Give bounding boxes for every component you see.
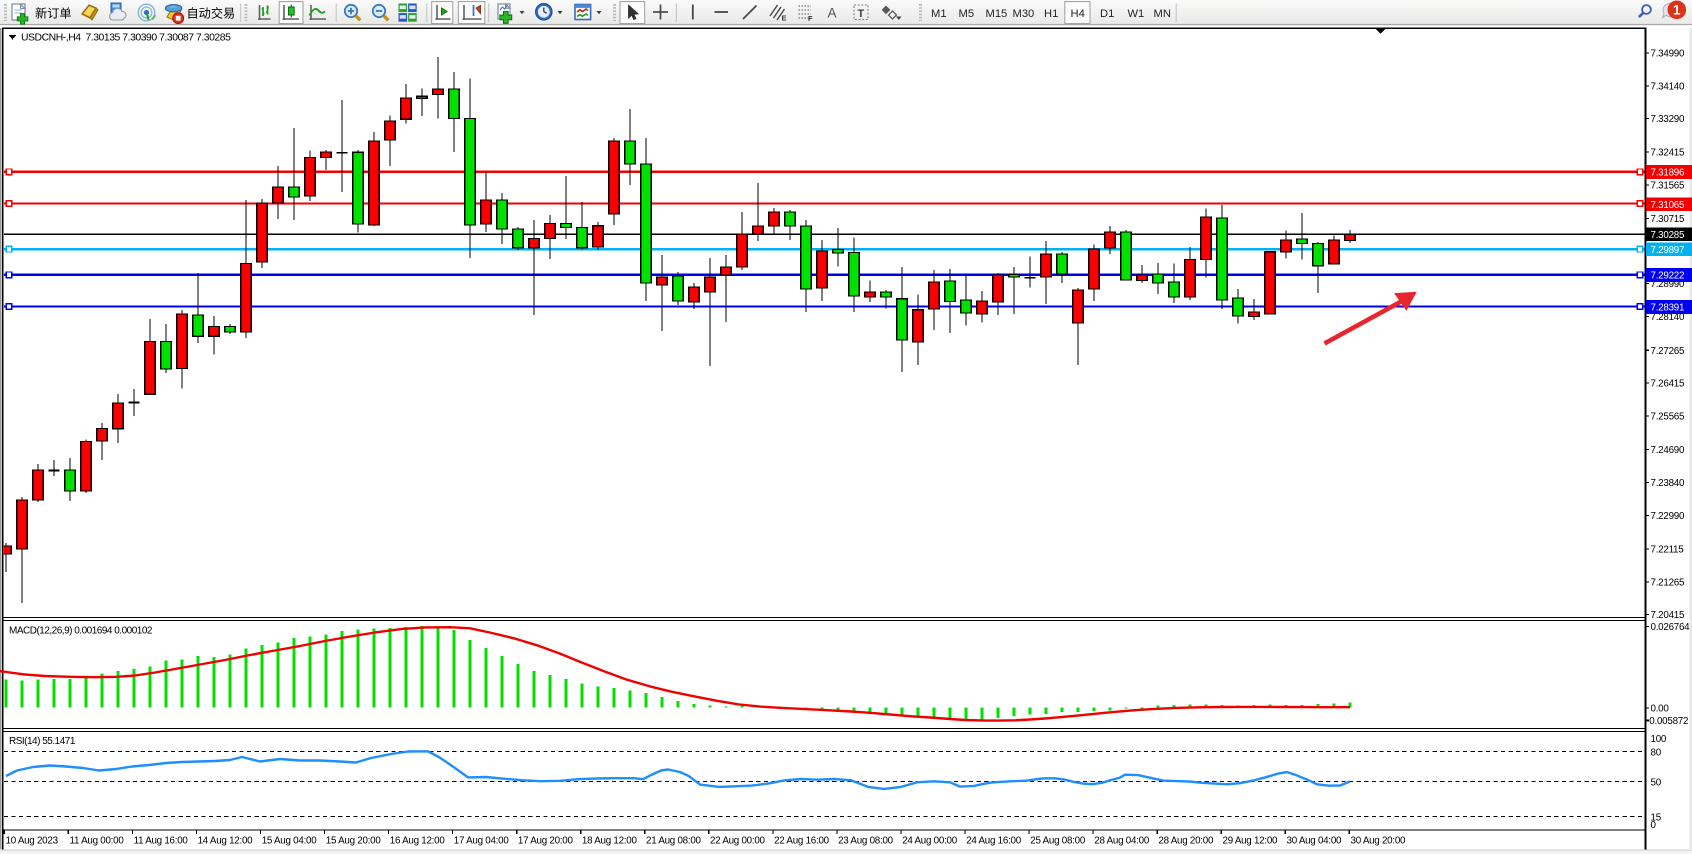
svg-text:新订单: 新订单 bbox=[35, 5, 72, 20]
svg-text:10 Aug 2023: 10 Aug 2023 bbox=[6, 836, 59, 847]
svg-text:100: 100 bbox=[1651, 734, 1667, 745]
svg-text:7.22115: 7.22115 bbox=[1651, 545, 1685, 556]
svg-text:USDCNH-,H4 7.30135 7.30390 7.: USDCNH-,H4 7.30135 7.30390 7.30087 7.302… bbox=[21, 33, 231, 44]
svg-text:28 Aug 20:00: 28 Aug 20:00 bbox=[1158, 836, 1214, 847]
svg-text:MN: MN bbox=[1154, 8, 1171, 20]
svg-text:0.00: 0.00 bbox=[1651, 704, 1670, 715]
svg-text:7.21265: 7.21265 bbox=[1651, 578, 1685, 589]
svg-text:7.27265: 7.27265 bbox=[1651, 346, 1685, 357]
svg-text:7.26415: 7.26415 bbox=[1651, 379, 1685, 390]
svg-text:W1: W1 bbox=[1128, 8, 1145, 20]
svg-text:7.30285: 7.30285 bbox=[1651, 230, 1685, 241]
svg-text:M1: M1 bbox=[931, 8, 947, 20]
svg-text:7.34140: 7.34140 bbox=[1651, 81, 1685, 92]
svg-text:7.28990: 7.28990 bbox=[1651, 279, 1685, 290]
svg-text:16 Aug 12:00: 16 Aug 12:00 bbox=[390, 836, 446, 847]
svg-text:22 Aug 00:00: 22 Aug 00:00 bbox=[710, 836, 766, 847]
svg-text:22 Aug 16:00: 22 Aug 16:00 bbox=[774, 836, 830, 847]
svg-text:0.026764: 0.026764 bbox=[1651, 622, 1691, 633]
svg-text:7.28140: 7.28140 bbox=[1651, 312, 1685, 323]
svg-text:D1: D1 bbox=[1100, 8, 1114, 20]
svg-text:1: 1 bbox=[1673, 2, 1681, 17]
svg-text:7.25565: 7.25565 bbox=[1651, 412, 1685, 423]
svg-text:15 Aug 20:00: 15 Aug 20:00 bbox=[326, 836, 382, 847]
svg-text:7.22990: 7.22990 bbox=[1651, 511, 1685, 522]
svg-text:24 Aug 00:00: 24 Aug 00:00 bbox=[902, 836, 958, 847]
svg-text:MACD(12,26,9) 0.001694 0.00010: MACD(12,26,9) 0.001694 0.000102 bbox=[9, 626, 153, 637]
svg-text:H1: H1 bbox=[1044, 8, 1058, 20]
svg-text:M5: M5 bbox=[959, 8, 975, 20]
svg-text:7.33290: 7.33290 bbox=[1651, 114, 1685, 125]
svg-text:80: 80 bbox=[1651, 747, 1662, 758]
svg-text:A: A bbox=[828, 6, 837, 21]
svg-text:0: 0 bbox=[1651, 820, 1657, 831]
svg-text:7.31565: 7.31565 bbox=[1651, 181, 1685, 192]
svg-text:24 Aug 16:00: 24 Aug 16:00 bbox=[966, 836, 1022, 847]
svg-text:17 Aug 20:00: 17 Aug 20:00 bbox=[518, 836, 574, 847]
svg-text:14 Aug 12:00: 14 Aug 12:00 bbox=[198, 836, 254, 847]
svg-text:7.29222: 7.29222 bbox=[1651, 271, 1685, 282]
svg-text:25 Aug 08:00: 25 Aug 08:00 bbox=[1030, 836, 1086, 847]
svg-text:50: 50 bbox=[1651, 777, 1662, 788]
svg-text:21 Aug 08:00: 21 Aug 08:00 bbox=[646, 836, 702, 847]
svg-text:23 Aug 08:00: 23 Aug 08:00 bbox=[838, 836, 894, 847]
svg-text:7.30715: 7.30715 bbox=[1651, 214, 1685, 225]
svg-text:30 Aug 20:00: 30 Aug 20:00 bbox=[1351, 836, 1407, 847]
svg-text:15 Aug 04:00: 15 Aug 04:00 bbox=[262, 836, 318, 847]
svg-text:M30: M30 bbox=[1013, 8, 1035, 20]
svg-text:7.31896: 7.31896 bbox=[1651, 168, 1685, 179]
svg-text:F: F bbox=[808, 14, 813, 23]
svg-text:7.28391: 7.28391 bbox=[1651, 303, 1685, 314]
svg-text:7.24690: 7.24690 bbox=[1651, 445, 1685, 456]
svg-text:自动交易: 自动交易 bbox=[187, 5, 236, 20]
svg-text:E: E bbox=[782, 14, 787, 23]
svg-text:18 Aug 12:00: 18 Aug 12:00 bbox=[582, 836, 638, 847]
svg-text:-0.005872: -0.005872 bbox=[1646, 716, 1688, 727]
svg-text:17 Aug 04:00: 17 Aug 04:00 bbox=[454, 836, 510, 847]
svg-text:28 Aug 04:00: 28 Aug 04:00 bbox=[1094, 836, 1150, 847]
svg-text:29 Aug 12:00: 29 Aug 12:00 bbox=[1223, 836, 1279, 847]
svg-text:M15: M15 bbox=[986, 8, 1008, 20]
svg-text:T: T bbox=[858, 8, 865, 20]
svg-text:7.32415: 7.32415 bbox=[1651, 148, 1685, 159]
svg-text:30 Aug 04:00: 30 Aug 04:00 bbox=[1287, 836, 1343, 847]
svg-text:7.31065: 7.31065 bbox=[1651, 200, 1685, 211]
svg-text:7.29897: 7.29897 bbox=[1651, 245, 1685, 256]
svg-text:11 Aug 16:00: 11 Aug 16:00 bbox=[134, 836, 189, 847]
svg-text:15: 15 bbox=[1651, 812, 1662, 823]
svg-text:H4: H4 bbox=[1071, 8, 1085, 20]
svg-text:RSI(14) 55.1471: RSI(14) 55.1471 bbox=[9, 736, 76, 747]
svg-text:11 Aug 00:00: 11 Aug 00:00 bbox=[70, 836, 125, 847]
svg-text:7.23840: 7.23840 bbox=[1651, 478, 1685, 489]
svg-text:7.34990: 7.34990 bbox=[1651, 49, 1685, 60]
svg-text:7.20415: 7.20415 bbox=[1651, 610, 1685, 621]
